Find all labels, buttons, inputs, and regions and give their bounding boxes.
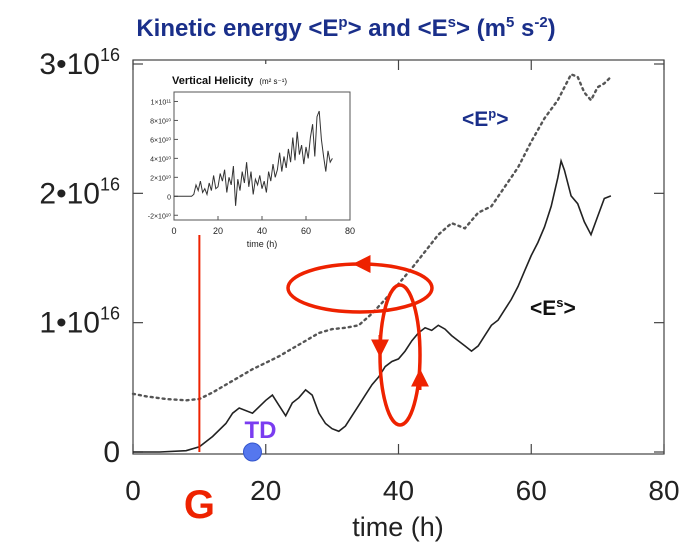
inset-y-tick-label: 4×10¹⁰ xyxy=(150,155,171,163)
inset-y-tick-label: 0 xyxy=(167,194,171,201)
x-tick-label: 60 xyxy=(516,475,547,506)
x-axis-ticks: 0 20 40 60 80 xyxy=(125,60,680,506)
inset-x-axis-label: time (h) xyxy=(247,239,278,249)
y-axis-ticks: 0 1•1016 2•1016 3•1016 xyxy=(39,45,664,469)
y-tick-label: 2•1016 xyxy=(39,174,120,210)
y-tick-label: 1•1016 xyxy=(39,304,120,340)
inset-x-tick-label: 40 xyxy=(257,226,267,236)
inset-title: Vertical Helicity (m² s⁻¹) xyxy=(172,75,287,87)
td-marker xyxy=(242,442,262,462)
td-label: TD xyxy=(244,417,276,444)
inset-y-tick-label: 2×10¹⁰ xyxy=(150,174,171,182)
inset-y-tick-label: 1×10¹¹ xyxy=(151,99,172,106)
inset-x-tick-label: 80 xyxy=(345,226,355,236)
inset-x-tick-label: 20 xyxy=(213,226,223,236)
vertical-circulation-ellipse xyxy=(378,283,422,427)
x-tick-label: 80 xyxy=(648,475,679,506)
inset-helicity-chart: Vertical Helicity (m² s⁻¹) -2×10¹⁰02×10¹⁰… xyxy=(144,64,357,249)
x-tick-label: 20 xyxy=(250,475,281,506)
inset-y-tick-label: 8×10¹⁰ xyxy=(150,117,171,125)
inset-y-tick-label: -2×10¹⁰ xyxy=(148,212,171,220)
y-tick-label: 0 xyxy=(103,436,120,469)
series-es-label: <Es> xyxy=(530,295,576,320)
horizontal-circulation-ellipse xyxy=(286,262,434,314)
chart-title: Kinetic energy <Ep> and <Es> (m5 s-2) xyxy=(136,14,555,42)
x-tick-label: 40 xyxy=(383,475,414,506)
y-tick-label: 3•1016 xyxy=(39,45,120,81)
inset-y-tick-label: 6×10¹⁰ xyxy=(150,136,171,144)
x-axis-label: time (h) xyxy=(352,512,444,542)
series-ep-line xyxy=(131,72,613,402)
x-tick-label: 0 xyxy=(125,475,141,506)
genesis-label: G xyxy=(184,483,215,527)
inset-x-tick-label: 0 xyxy=(171,226,176,236)
inset-y-axis-ticks: -2×10¹⁰ 0 2×10¹⁰ 4×10¹⁰ 6×10¹⁰ 8×10¹⁰ 1×10¹¹ xyxy=(148,99,178,220)
series-ep-label: <Ep> xyxy=(462,106,509,131)
inset-x-tick-label: 60 xyxy=(301,226,311,236)
inset-helicity-line xyxy=(174,110,333,206)
inset-x-axis-ticks: 0 20 40 60 80 xyxy=(171,216,355,236)
series-es-line xyxy=(133,158,612,453)
